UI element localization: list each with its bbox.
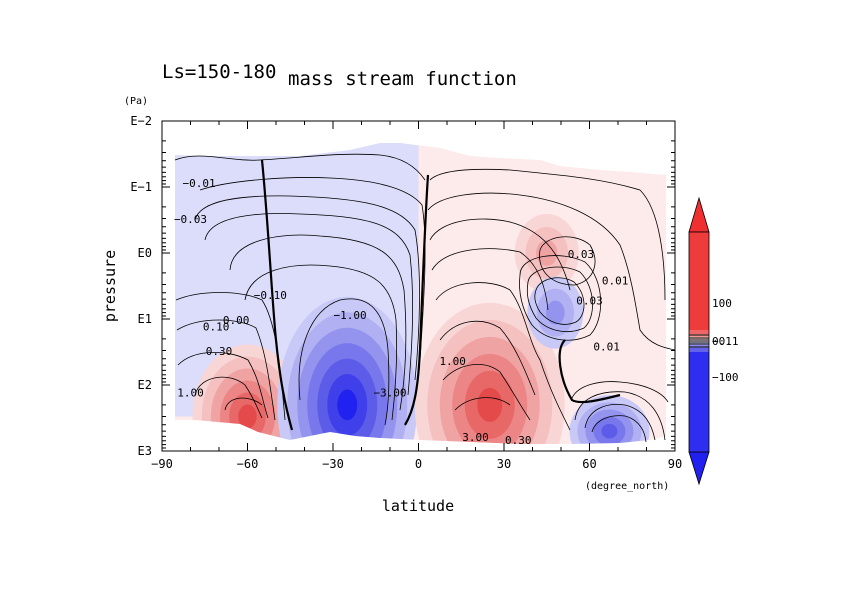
contour-line <box>244 264 398 421</box>
contour-line <box>574 391 666 441</box>
contour-label: 0.03 <box>568 248 595 261</box>
colorbar-upper-extend <box>688 196 710 233</box>
contour-label: 1.00 <box>439 355 466 368</box>
contour-line <box>194 376 263 419</box>
cell-fill-upper-midlat-negative <box>545 300 565 325</box>
contour-label: 3.00 <box>462 431 489 444</box>
colorbar-label: 100 <box>712 297 732 310</box>
contour-line <box>298 298 390 426</box>
contour-line <box>442 364 531 421</box>
contour-line <box>591 415 647 443</box>
contour-label: 0.01 <box>593 340 620 353</box>
y-unit-label: (Pa) <box>124 96 148 107</box>
chart-title: mass stream function <box>288 68 517 90</box>
x-tick-label: 30 <box>497 457 511 471</box>
contour-line <box>177 351 269 419</box>
y-axis: E−2 E−1 E0 E1 E2 E3 <box>130 114 675 458</box>
contour-line <box>539 236 596 286</box>
colorbar-band <box>689 348 709 352</box>
contour-labels: −0.01 −0.03 −0.10 0.100.00 0.30 1.00 −1.00 −3.0… <box>174 177 628 447</box>
contour-line <box>429 168 666 301</box>
y-tick-label: E−2 <box>130 114 152 128</box>
contour-label: 1.00 <box>177 387 204 400</box>
contour-label: −3.00 <box>373 387 406 400</box>
colorbar-lower-extend <box>688 451 710 486</box>
x-unit-label: (degree_north) <box>585 481 669 492</box>
contour-label: 0.00 <box>223 314 250 327</box>
contour-line <box>435 282 571 431</box>
contour-line <box>176 319 276 421</box>
y-tick-label: E2 <box>138 378 152 392</box>
x-axis: −90 −60 −30 0 30 60 90 <box>151 121 682 471</box>
contour-line <box>260 159 294 431</box>
colorbar-frame <box>688 231 710 453</box>
contour-line <box>194 195 420 381</box>
contour-label: −0.10 <box>254 289 287 302</box>
cell-fill-north-polar-negative-cell <box>601 423 618 439</box>
cell-fill-southern-winter-cell <box>337 389 358 421</box>
y-tick-label: E−1 <box>130 180 152 194</box>
x-tick-label: −60 <box>237 457 259 471</box>
contour-label: −0.01 <box>182 177 215 190</box>
contour-label: 0.01 <box>602 274 629 287</box>
contour-line <box>519 255 602 341</box>
y-axis-label: pressure <box>101 250 119 322</box>
contour-line <box>454 397 511 411</box>
contour-label: 0.10 <box>203 321 230 334</box>
colorbar-band <box>689 232 709 330</box>
colorbar-label: 0.1 <box>712 335 732 348</box>
contour-line <box>571 381 669 403</box>
chart-subtitle: Ls=150-180 <box>162 61 276 83</box>
contour-line <box>584 403 656 441</box>
contour-line <box>229 234 407 411</box>
contour-line <box>534 277 585 325</box>
x-tick-label: −30 <box>322 457 344 471</box>
contour-line <box>224 397 263 411</box>
contour-line <box>404 174 430 426</box>
contour-line <box>526 266 593 332</box>
contour-label: 0.30 <box>505 434 532 447</box>
x-axis-label: latitude <box>382 497 454 515</box>
contour-line <box>439 320 536 396</box>
contour-label: −0.03 <box>174 213 207 226</box>
contour-line <box>204 213 413 396</box>
y-tick-label: E3 <box>138 444 152 458</box>
colorbar-label: −0.1 <box>712 335 739 348</box>
contour-line <box>427 192 675 351</box>
x-tick-label: 90 <box>668 457 682 471</box>
x-tick-label: 0 <box>415 457 422 471</box>
colorbar-label: −100 <box>712 371 739 384</box>
x-tick-label: −90 <box>151 457 173 471</box>
y-tick-label: E1 <box>138 312 152 326</box>
cell-fill-northern-main-cell <box>477 387 503 422</box>
contour-line <box>431 248 549 311</box>
contour-line <box>429 218 571 291</box>
contour-line <box>199 177 426 361</box>
contour-label: 0.30 <box>206 345 233 358</box>
contour-line <box>174 153 426 181</box>
y-tick-label: E0 <box>138 246 152 260</box>
contour-lines <box>174 153 675 443</box>
colorbar-band <box>689 352 709 452</box>
contour-label: −1.00 <box>334 309 367 322</box>
colorbar-band <box>689 330 709 334</box>
cell-fill-south-polar-hadley-cell <box>238 404 257 429</box>
contour-line <box>558 339 621 404</box>
x-tick-label: 60 <box>582 457 596 471</box>
colorbar: 100 0.1−0.1 −100 <box>688 196 739 486</box>
contour-label: 0.03 <box>576 294 603 307</box>
